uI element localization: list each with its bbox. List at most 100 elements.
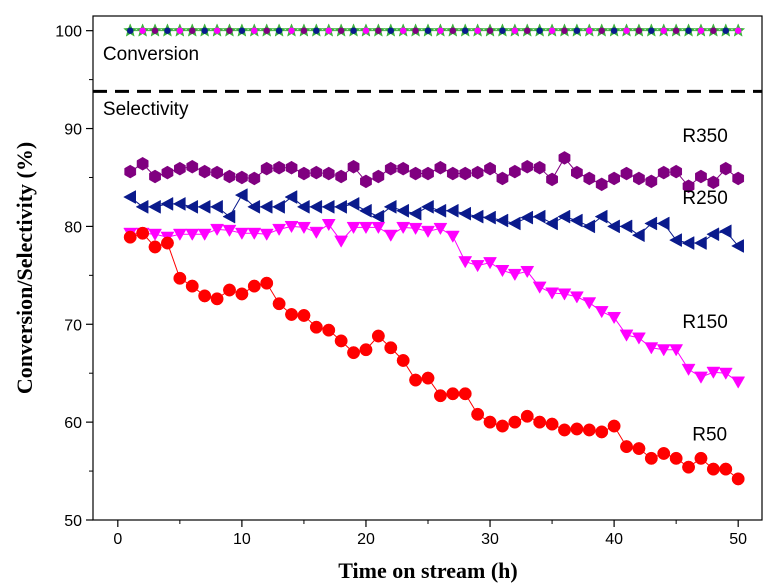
x-tick-label: 20	[357, 531, 375, 548]
data-point-r350	[360, 174, 372, 189]
data-point-r50	[260, 276, 274, 290]
data-point-r250	[210, 199, 223, 214]
data-point-r50	[483, 415, 497, 429]
data-point-r50	[582, 423, 596, 437]
data-point-r250	[520, 210, 534, 225]
data-point-conversion-overlay	[449, 27, 457, 34]
data-point-r350	[682, 179, 695, 194]
data-point-r150	[631, 332, 646, 345]
data-point-r350	[347, 159, 360, 174]
data-point-conversion-overlay	[238, 27, 246, 34]
data-point-r350	[322, 166, 335, 181]
data-point-r250	[495, 213, 509, 228]
data-point-r250	[557, 209, 571, 224]
data-point-r50	[657, 447, 671, 460]
data-point-r150	[296, 221, 311, 235]
data-point-r350	[521, 159, 534, 174]
data-point-r250	[272, 199, 285, 214]
data-point-r50	[322, 323, 336, 337]
data-point-r50	[371, 329, 385, 343]
data-point-r50	[533, 415, 547, 429]
data-point-r50	[433, 389, 447, 403]
data-point-conversion-overlay	[350, 27, 357, 34]
data-point-r150	[669, 344, 684, 357]
data-point-r250	[656, 216, 670, 231]
data-point-r50	[148, 240, 162, 254]
data-point-r50	[396, 354, 410, 367]
data-point-r150	[656, 344, 671, 357]
data-point-conversion-overlay	[424, 27, 432, 34]
data-point-conversion-overlay	[275, 27, 283, 34]
data-point-r150	[185, 228, 200, 241]
data-point-conversion-overlay	[499, 27, 506, 34]
data-point-r50	[706, 462, 720, 476]
y-tick-label: 100	[55, 24, 82, 41]
data-point-r50	[136, 226, 150, 240]
data-point-r250	[234, 188, 248, 203]
data-point-r350	[546, 172, 558, 187]
data-point-r250	[706, 227, 720, 242]
data-point-r50	[595, 425, 609, 439]
y-tick-label: 60	[64, 415, 82, 432]
data-point-r50	[570, 422, 584, 436]
data-point-r350	[719, 161, 732, 176]
data-point-conversion-overlay	[511, 27, 519, 34]
data-point-r50	[185, 279, 199, 293]
data-point-r350	[273, 160, 285, 175]
x-tick-label: 0	[113, 531, 122, 548]
data-point-r350	[633, 171, 645, 186]
data-point-conversion-overlay	[412, 27, 419, 34]
data-point-conversion-overlay	[710, 27, 717, 34]
data-point-r250	[631, 228, 645, 243]
data-point-r250	[731, 239, 744, 253]
data-point-r150	[383, 229, 398, 242]
data-point-r350	[198, 164, 211, 179]
data-point-r150	[334, 235, 349, 248]
data-point-conversion-overlay	[697, 27, 705, 34]
data-point-r50	[669, 451, 683, 465]
data-point-r250	[693, 236, 707, 250]
data-point-r350	[422, 166, 434, 181]
data-point-r150	[718, 367, 733, 380]
data-point-r350	[149, 169, 161, 184]
annotation-conversion: Conversion	[103, 44, 199, 65]
data-point-r150	[346, 221, 361, 235]
data-point-r150	[259, 228, 274, 241]
data-point-r50	[247, 279, 261, 293]
data-point-r350	[173, 161, 186, 176]
y-tick-label: 80	[64, 219, 82, 236]
data-point-r350	[124, 164, 137, 179]
data-point-r250	[470, 209, 484, 224]
data-point-r150	[172, 228, 187, 241]
data-point-conversion-overlay	[672, 27, 680, 34]
data-point-r350	[459, 166, 472, 181]
data-point-r50	[694, 451, 708, 465]
y-tick-label: 70	[64, 317, 82, 334]
data-point-r350	[409, 166, 422, 181]
data-point-r150	[284, 220, 299, 234]
data-point-r150	[371, 221, 386, 235]
series-r350	[124, 151, 745, 194]
data-point-conversion-overlay	[648, 27, 655, 34]
series-conversion	[123, 23, 746, 37]
data-point-r350	[434, 160, 447, 175]
data-point-r50	[458, 387, 472, 401]
data-point-r50	[309, 320, 323, 334]
data-point-r150	[569, 291, 584, 304]
data-point-conversion-overlay	[598, 27, 605, 34]
annotations: Conversion Selectivity R350 R250 R150 R50	[103, 44, 728, 446]
data-point-r50	[719, 462, 733, 476]
data-point-r250	[334, 199, 347, 214]
data-point-r50	[198, 289, 212, 303]
data-point-conversion-overlay	[610, 27, 618, 34]
data-point-conversion-overlay	[586, 27, 593, 34]
data-point-r150	[197, 228, 212, 241]
data-point-r50	[620, 440, 633, 454]
data-point-r150	[644, 342, 659, 355]
data-point-r150	[309, 226, 324, 239]
data-point-r350	[384, 161, 397, 176]
data-point-r50	[173, 271, 187, 285]
data-point-r250	[346, 196, 360, 211]
data-point-r350	[335, 169, 348, 184]
